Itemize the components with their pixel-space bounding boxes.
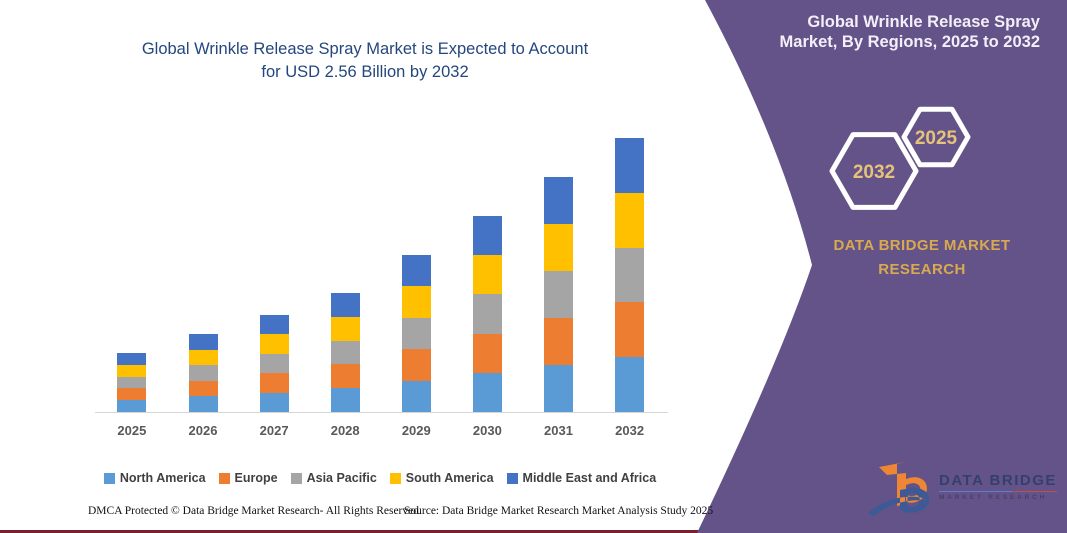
bar-segment-south-america-2030 [472,255,502,295]
bar-segment-south-america-2032 [615,192,645,248]
legend-item-middle-east-and-africa: Middle East and Africa [506,471,657,485]
legend-label: Europe [234,471,278,485]
legend-marker-icon [103,472,115,484]
stacked-bar-2029 [401,254,431,412]
legend-item-north-america: North America [103,471,206,485]
x-axis-label-2030: 2030 [472,423,502,438]
legend-item-south-america: South America [389,471,494,485]
bar-segment-europe-2031 [544,317,573,365]
stacked-bar-2032 [615,138,645,412]
hexagon-2025-label: 2025 [915,128,958,149]
bar-segment-middle-east-and-africa-2029 [401,254,431,286]
bar-segment-asia-pacific-2025 [117,376,147,389]
logo-text-block: DATA BRIDGE MARKET RESEARCH [939,460,1057,501]
logo-tagline: MARKET RESEARCH [939,494,1048,501]
chart-title-line2: for USD 2.56 Billion by 2032 [261,63,469,81]
data-bridge-logo: DATA BRIDGE MARKET RESEARCH [866,460,1057,518]
x-axis-label-2029: 2029 [401,423,431,438]
bar-segment-asia-pacific-2026 [188,365,218,381]
bar-segment-south-america-2026 [188,349,218,366]
bar-segment-europe-2028 [330,364,360,389]
bar-segment-south-america-2028 [330,316,360,341]
chart-legend: North America Europe Asia Pacific South Ame… [75,471,685,485]
brand-heading-line1: DATA BRIDGE MARKET [833,237,1011,254]
hexagon-2032-label: 2032 [853,162,895,183]
bottom-accent-rule [0,530,1067,533]
chart-title: Global Wrinkle Release Spray Market is E… [70,38,660,84]
side-panel-title-line1: Global Wrinkle Release Spray [807,13,1040,31]
source-attribution-text: Source: Data Bridge Market Research Mark… [404,505,714,517]
bar-segment-middle-east-and-africa-2031 [544,176,573,224]
bar-segment-asia-pacific-2029 [401,317,431,349]
bar-segment-north-america-2030 [472,372,502,412]
chart-title-line1: Global Wrinkle Release Spray Market is E… [141,40,589,58]
x-axis-label-2032: 2032 [615,423,645,438]
stacked-bar-2028 [330,293,360,412]
bar-segment-europe-2026 [188,380,218,397]
legend-item-asia-pacific: Asia Pacific [290,471,377,485]
bar-segment-asia-pacific-2031 [544,270,573,318]
bar-segment-middle-east-and-africa-2030 [472,216,502,256]
legend-label: South America [405,471,494,485]
dmca-copyright-text: DMCA Protected © Data Bridge Market Rese… [88,505,422,517]
bar-segment-asia-pacific-2028 [330,340,360,365]
legend-marker-icon [218,472,230,484]
legend-item-europe: Europe [218,471,278,485]
x-axis-label-2031: 2031 [544,423,573,438]
x-axis-label-2028: 2028 [330,423,360,438]
bar-segment-europe-2027 [259,373,289,393]
bar-segment-asia-pacific-2032 [615,247,645,303]
side-panel-title-line2: Market, By Regions, 2025 to 2032 [779,33,1040,51]
stacked-bar-2026 [188,334,218,412]
stacked-bar-2030 [472,216,502,412]
bar-segment-north-america-2032 [615,357,645,412]
bar-segment-middle-east-and-africa-2026 [188,334,218,350]
stacked-bar-2027 [259,314,289,412]
legend-label: North America [119,471,206,485]
bar-segment-middle-east-and-africa-2028 [330,293,360,317]
stacked-bar-2025 [117,353,147,412]
x-axis-label-2027: 2027 [259,423,289,438]
bar-segment-middle-east-and-africa-2032 [615,138,645,193]
bar-segment-north-america-2025 [117,400,147,412]
bar-segment-europe-2029 [401,349,431,381]
legend-marker-icon [290,472,302,484]
bar-segment-north-america-2026 [188,396,218,412]
data-bridge-logo-icon [868,462,930,516]
bar-segment-north-america-2028 [330,388,360,412]
side-panel-title: Global Wrinkle Release Spray Market, By … [740,12,1040,52]
stacked-bar-2031 [544,176,573,412]
legend-label: Middle East and Africa [522,471,657,485]
brand-heading: DATA BRIDGE MARKET RESEARCH [797,234,1047,282]
bar-segment-europe-2032 [615,302,645,358]
bar-segment-south-america-2027 [259,334,289,354]
logo-wordmark: DATA BRIDGE [939,472,1057,489]
bar-segment-north-america-2027 [259,392,289,412]
bar-segment-europe-2025 [117,388,147,401]
bar-segment-north-america-2031 [544,364,573,412]
bar-segment-south-america-2029 [401,286,431,318]
legend-label: Asia Pacific [306,471,377,485]
x-axis-label-2025: 2025 [117,423,147,438]
legend-marker-icon [389,472,401,484]
bar-segment-north-america-2029 [401,380,431,412]
brand-heading-line2: RESEARCH [878,261,966,278]
bar-segment-middle-east-and-africa-2027 [259,314,289,334]
bar-segment-south-america-2031 [544,223,573,271]
bar-segment-asia-pacific-2027 [259,353,289,373]
legend-marker-icon [506,472,518,484]
hexagon-year-badges: 2032 2025 [829,106,971,210]
bar-segment-asia-pacific-2030 [472,294,502,334]
x-axis-label-2026: 2026 [188,423,218,438]
logo-divider-line [939,491,1057,492]
bar-segment-south-america-2025 [117,364,147,377]
bar-segment-middle-east-and-africa-2025 [117,353,147,365]
bar-segment-europe-2030 [472,333,502,373]
x-axis-line [95,412,668,413]
